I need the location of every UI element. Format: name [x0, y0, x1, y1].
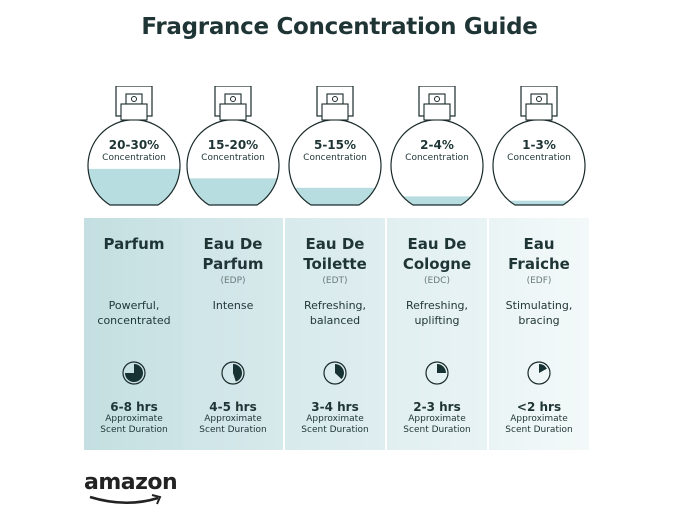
type-column: Eau De Toilette (EDT) Refreshing, balanced…: [285, 218, 385, 450]
concentration-label: Concentration: [405, 153, 469, 163]
duration-label: Approximate Scent Duration: [505, 414, 573, 435]
concentration-label: Concentration: [201, 153, 265, 163]
clock-icon: [425, 361, 449, 385]
concentration-value: 2-4%: [420, 138, 454, 152]
bottle-liquid: [88, 168, 180, 205]
clock-icon: [323, 361, 347, 385]
clock-icon: [122, 361, 146, 385]
page-title: Fragrance Concentration Guide: [141, 14, 538, 40]
clock-icon: [221, 361, 245, 385]
logo-text: amazon: [84, 470, 178, 495]
clock-icon: [527, 361, 551, 385]
concentration-label: Concentration: [303, 153, 367, 163]
type-description: Intense: [212, 299, 254, 312]
type-name: Eau Fraiche: [508, 235, 570, 273]
bottle-icon: [492, 86, 586, 206]
bottle: 20-30% Concentration: [84, 86, 184, 208]
type-name: Eau De Parfum: [202, 235, 264, 273]
bottle-icon: [390, 86, 484, 206]
type-name: Eau De Cologne: [402, 235, 472, 273]
concentration-value: 15-20%: [207, 138, 259, 152]
clock-fill: [233, 364, 243, 382]
type-description: Refreshing, balanced: [303, 299, 367, 327]
bottle: 1-3% Concentration: [489, 86, 589, 208]
type-abbreviation: (EDP): [220, 276, 246, 286]
type-description: Refreshing, uplifting: [405, 299, 469, 327]
bottle-liquid: [187, 178, 279, 205]
duration-label: Approximate Scent Duration: [403, 414, 471, 435]
bottle-icon: [288, 86, 382, 206]
type-name: Parfum: [103, 235, 165, 253]
type-description: Powerful, concentrated: [97, 299, 171, 327]
duration-value: 2-3 hrs: [413, 400, 461, 414]
clock-fill: [335, 364, 344, 380]
type-description: Stimulating, bracing: [505, 299, 573, 327]
bottle: 5-15% Concentration: [285, 86, 385, 208]
duration-value: 4-5 hrs: [209, 400, 257, 414]
clock-fill: [125, 364, 143, 382]
duration-label: Approximate Scent Duration: [100, 414, 168, 435]
duration-value: 3-4 hrs: [311, 400, 359, 414]
type-abbreviation: [84, 276, 184, 290]
clock-fill: [539, 364, 547, 373]
bottle-liquid: [493, 200, 585, 205]
type-column: Parfum Powerful, concentrated 6-8 hrs App…: [84, 218, 184, 450]
type-abbreviation: (EDF): [526, 276, 552, 286]
concentration-value: 5-15%: [313, 138, 357, 152]
type-column: Eau De Parfum (EDP) Intense 4-5 hrs Appro…: [183, 218, 283, 450]
concentration-value: 1-3%: [522, 138, 556, 152]
bottle-icon: [186, 86, 280, 206]
concentration-label: Concentration: [102, 153, 166, 163]
amazon-logo: amazon: [84, 470, 178, 505]
bottle-liquid: [289, 187, 381, 205]
type-column: Eau De Cologne (EDC) Refreshing, uplifting…: [387, 218, 487, 450]
duration-label: Approximate Scent Duration: [199, 414, 267, 435]
duration-value: 6-8 hrs: [110, 400, 158, 414]
type-abbreviation: (EDC): [424, 276, 450, 286]
concentration-label: Concentration: [507, 153, 571, 163]
bottle: 2-4% Concentration: [387, 86, 487, 208]
duration-label: Approximate Scent Duration: [301, 414, 369, 435]
clock-fill: [437, 364, 446, 373]
duration-value: <2 hrs: [516, 400, 562, 414]
type-name: Eau De Toilette: [303, 235, 367, 273]
amazon-smile-icon: [89, 494, 162, 505]
bottle: 15-20% Concentration: [183, 86, 283, 208]
type-column: Eau Fraiche (EDF) Stimulating, bracing <2 …: [489, 218, 589, 450]
type-abbreviation: (EDT): [322, 276, 348, 286]
bottle-liquid: [391, 196, 483, 205]
bottle-icon: [87, 86, 181, 206]
concentration-value: 20-30%: [108, 138, 160, 152]
